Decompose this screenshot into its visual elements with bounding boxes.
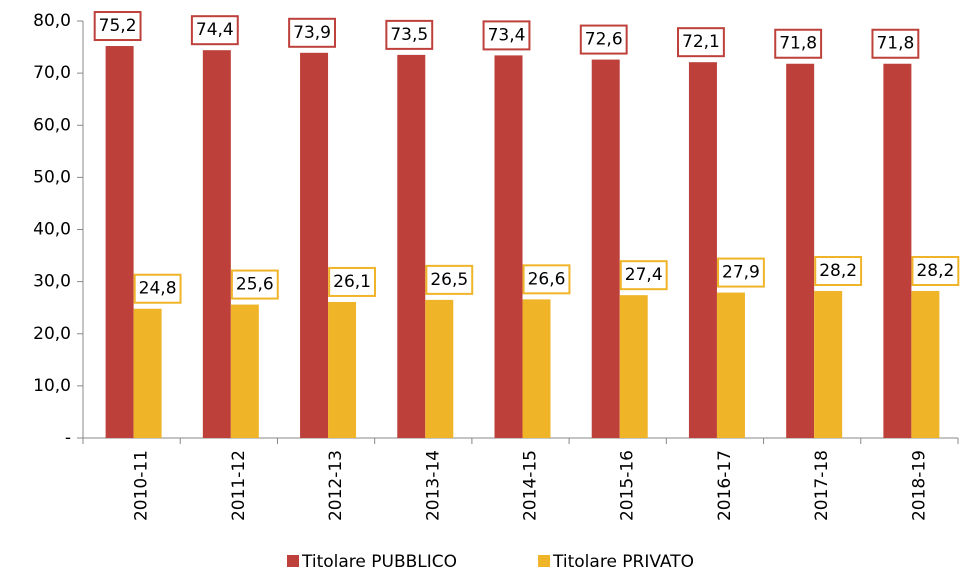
value-label: 24,8: [139, 279, 177, 299]
value-label-box: [774, 28, 823, 59]
value-label-box: [619, 260, 668, 291]
value-label-box: [288, 17, 336, 48]
value-label: 72,6: [585, 30, 623, 50]
x-tick-label: 2015-16: [618, 450, 638, 521]
value-label-box: [482, 20, 531, 51]
bar: [397, 54, 426, 438]
value-label-box: [911, 256, 960, 287]
legend-label: Titolare PUBBLICO: [301, 552, 457, 572]
value-label-box: [871, 28, 920, 59]
bar: [300, 52, 329, 438]
value-label-box: [93, 11, 142, 42]
value-label: 71,8: [779, 34, 817, 54]
value-label: 28,2: [819, 261, 857, 281]
x-tick-label: 2014-15: [521, 450, 541, 521]
value-label: 26,6: [528, 269, 566, 289]
value-label: 73,4: [488, 25, 526, 45]
value-label: 26,1: [333, 272, 371, 292]
value-label: 28,2: [916, 261, 954, 281]
x-tick-label: 2012-13: [326, 450, 346, 521]
y-tick-label: 50,0: [33, 167, 71, 187]
value-label-box: [717, 257, 765, 288]
x-tick-label: 2011-12: [229, 450, 249, 521]
x-tick-label: 2013-14: [423, 450, 443, 521]
legend: Titolare PUBBLICO Titolare PRIVATO: [287, 552, 694, 572]
y-tick-label: 20,0: [33, 324, 71, 344]
value-label-box: [133, 273, 182, 304]
y-tick-label: -: [65, 428, 71, 448]
y-tick-label: 30,0: [33, 272, 71, 292]
value-label: 73,9: [293, 23, 331, 43]
y-tick-label: 70,0: [33, 63, 71, 83]
value-label-box: [425, 264, 474, 295]
value-label: 74,4: [196, 20, 234, 40]
legend-label: Titolare PRIVATO: [552, 552, 694, 572]
y-tick-label: 80,0: [33, 11, 71, 31]
bar: [688, 62, 717, 439]
x-tick-label: 2017-18: [812, 450, 832, 521]
value-label: 73,5: [390, 25, 428, 45]
value-label: 25,6: [236, 275, 274, 295]
value-label-box: [385, 19, 434, 50]
value-label: 75,2: [99, 16, 137, 36]
bar: [425, 299, 454, 438]
bar: [133, 308, 162, 438]
value-label: 72,1: [682, 32, 720, 52]
value-label-box: [677, 27, 725, 58]
x-tick-label: 2016-17: [715, 450, 735, 521]
bar: [883, 63, 912, 439]
value-label-box: [814, 256, 863, 287]
bar: [814, 291, 843, 438]
value-label-box: [190, 15, 239, 46]
bar: [328, 301, 357, 438]
value-label: 71,8: [876, 34, 914, 54]
legend-swatch: [538, 555, 551, 567]
bar: [522, 299, 551, 438]
value-label: 27,9: [722, 263, 760, 283]
legend-swatch: [287, 555, 299, 567]
bar: [202, 50, 231, 438]
y-tick-label: 10,0: [33, 376, 71, 396]
bar: [911, 291, 940, 438]
value-label-box: [579, 24, 628, 55]
bar: [105, 46, 134, 439]
value-label: 27,4: [625, 265, 663, 285]
bar: [619, 295, 648, 438]
value-label-box: [230, 269, 279, 300]
value-label-box: [522, 264, 571, 295]
bar: [230, 304, 259, 438]
bar: [786, 63, 815, 439]
bar: [494, 55, 523, 439]
bar: [716, 292, 745, 438]
y-tick-label: 40,0: [33, 220, 71, 240]
bar: [591, 59, 620, 438]
x-tick-label: 2010-11: [132, 450, 152, 521]
y-tick-label: 60,0: [33, 115, 71, 135]
x-tick-label: 2018-19: [909, 450, 929, 521]
value-label: 26,5: [430, 270, 468, 290]
value-label-box: [328, 266, 376, 297]
